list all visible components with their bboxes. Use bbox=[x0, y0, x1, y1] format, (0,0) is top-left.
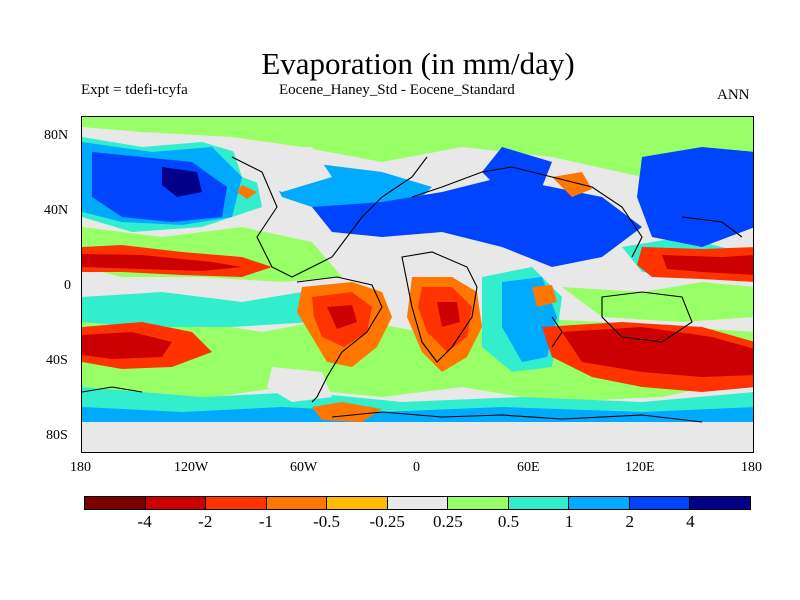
lon-tick-180w: 180 bbox=[70, 460, 91, 475]
lat-tick-0: 0 bbox=[64, 278, 71, 293]
colorbar-swatch bbox=[448, 497, 509, 509]
colorbar-label: -1 bbox=[258, 512, 273, 531]
colorbar-swatch bbox=[569, 497, 630, 509]
colorbar-label: 0.5 bbox=[497, 512, 520, 531]
colorbar-label: 2 bbox=[625, 512, 634, 531]
colorbar bbox=[84, 496, 751, 510]
lat-tick-40n: 40N bbox=[44, 203, 69, 218]
colorbar-swatch bbox=[387, 497, 449, 509]
lat-tick-80s: 80S bbox=[46, 428, 68, 443]
colorbar-swatch bbox=[508, 497, 570, 509]
colorbar-label: 4 bbox=[686, 512, 695, 531]
colorbar-label: 1 bbox=[564, 512, 574, 531]
evaporation-field bbox=[82, 117, 753, 452]
lat-tick-40s: 40S bbox=[46, 353, 68, 368]
map-title: Evaporation (in mm/day) bbox=[261, 46, 575, 81]
colorbar-swatch bbox=[145, 497, 207, 509]
colorbar-swatch bbox=[85, 497, 146, 509]
colorbar-label: -0.5 bbox=[313, 512, 340, 531]
colorbar-label: 0.25 bbox=[432, 512, 463, 531]
lon-tick-120w: 120W bbox=[174, 460, 209, 475]
comparison-label: Eocene_Haney_Std - Eocene_Standard bbox=[279, 82, 515, 98]
colorbar-label: -0.25 bbox=[369, 512, 405, 531]
colorbar-label: -2 bbox=[198, 512, 213, 531]
lat-tick-80n: 80N bbox=[44, 128, 69, 143]
lon-tick-0: 0 bbox=[413, 460, 420, 475]
season-label: ANN bbox=[717, 87, 750, 103]
colorbar-swatch bbox=[266, 497, 328, 509]
lon-tick-60w: 60W bbox=[290, 460, 318, 475]
map-panel bbox=[81, 116, 754, 453]
colorbar-swatch bbox=[629, 497, 691, 509]
lon-tick-60e: 60E bbox=[517, 460, 540, 475]
colorbar-swatch bbox=[690, 497, 751, 509]
colorbar-swatch bbox=[206, 497, 267, 509]
colorbar-swatch bbox=[327, 497, 388, 509]
colorbar-label: -4 bbox=[137, 512, 152, 531]
experiment-label: Expt = tdefi-tcyfa bbox=[81, 82, 188, 98]
lon-tick-180e: 180 bbox=[741, 460, 762, 475]
lon-tick-120e: 120E bbox=[625, 460, 655, 475]
